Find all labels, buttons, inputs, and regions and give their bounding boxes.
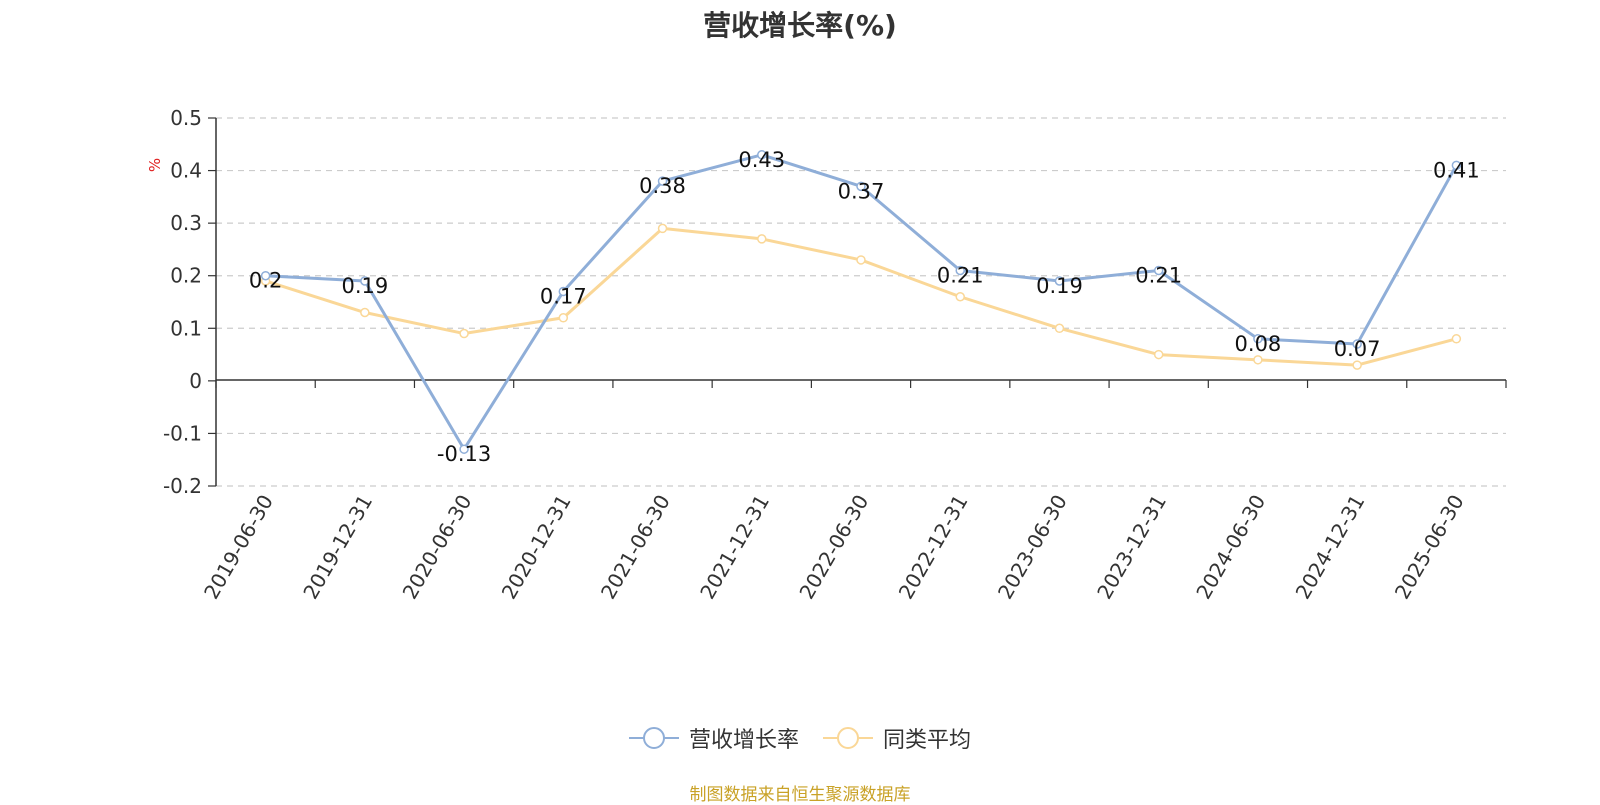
legend-label-peer-average: 同类平均: [883, 728, 972, 753]
legend: 营收增长率 同类平均: [0, 722, 1600, 754]
chart-title: 营收增长率(%): [703, 9, 897, 42]
y-tick-label: -0.2: [163, 474, 202, 498]
data-label: 0.2: [249, 269, 282, 293]
series-0-point: [1352, 339, 1362, 349]
x-tick-label: 2022-12-31: [894, 490, 973, 603]
x-tick-label: 2024-06-30: [1191, 491, 1270, 604]
y-tick-label: 0: [189, 369, 202, 393]
series-1-point: [1054, 323, 1065, 334]
x-tick-label: 2021-06-30: [596, 491, 675, 604]
y-tick-label: 0.3: [170, 211, 202, 235]
data-label: 0.41: [1433, 158, 1480, 182]
series-0-point: [1054, 276, 1065, 286]
series-lines: [260, 150, 1462, 454]
series-1-point: [757, 234, 767, 244]
data-labels: 0.2 0.19 -0.13 0.17 0.38 0.43 0.37 0.21 0.19 0.21…: [249, 148, 1480, 466]
series-0-point: [757, 150, 767, 160]
legend-item-peer-average[interactable]: 同类平均: [823, 722, 971, 754]
x-tick-label: 2025-06-30: [1390, 491, 1469, 604]
legend-item-revenue-growth[interactable]: 营收增长率: [628, 722, 799, 754]
data-label: 0.21: [937, 263, 984, 287]
x-tick-label: 2023-06-30: [993, 491, 1072, 604]
series-1-point: [1253, 355, 1263, 365]
y-tick-label: 0.5: [170, 106, 202, 130]
series-1-point: [856, 255, 866, 265]
series-0-point: [1253, 334, 1263, 344]
data-label: -0.13: [437, 442, 491, 466]
legend-marker-peer-average: [823, 727, 873, 749]
data-label: 0.43: [738, 148, 785, 172]
series-0-point: [1451, 160, 1462, 171]
y-tick-label: 0.4: [170, 159, 202, 183]
series-0-point: [955, 265, 965, 276]
legend-marker-revenue-growth: [628, 727, 679, 749]
y-tick-label: 0.2: [170, 264, 202, 288]
axes: -0.2 -0.1 0 0.1 0.2 0.3 0.4 0.5 2019-06-30 2019-1…: [163, 106, 1507, 604]
series-0-point: [360, 276, 370, 286]
series-0-point: [856, 181, 866, 192]
legend-label-revenue-growth: 营收增长率: [688, 728, 799, 753]
x-tick-label: 2020-12-31: [497, 491, 576, 604]
data-label: 0.19: [341, 274, 388, 298]
series-0-point: [558, 286, 569, 297]
data-label: 0.08: [1235, 332, 1282, 356]
y-tick-label: -0.1: [163, 421, 202, 445]
series-0-point: [1153, 265, 1164, 276]
series-1-point: [1451, 334, 1462, 344]
data-label: 0.19: [1036, 274, 1083, 298]
series-0-point: [657, 176, 668, 186]
data-label: 0.21: [1135, 263, 1182, 287]
series-1-point: [360, 307, 370, 318]
line-chart: -0.2 -0.1 0 0.1 0.2 0.3 0.4 0.5 2019-06-30 2019-1…: [146, 106, 1507, 604]
x-tick-label: 2021-12-31: [695, 491, 774, 604]
y-tick-label: 0.1: [170, 316, 202, 340]
series-1-point: [459, 328, 469, 339]
data-label: 0.07: [1334, 337, 1381, 361]
y-axis-label: %: [146, 158, 164, 172]
x-tick-label: 2023-12-31: [1092, 491, 1171, 604]
data-label: 0.17: [540, 284, 587, 308]
series-1-point: [558, 313, 569, 323]
series-0-point: [459, 444, 469, 454]
x-tick-label: 2022-06-30: [794, 491, 873, 604]
source-note: 制图数据来自恒生聚源数据库: [689, 785, 911, 805]
data-label: 0.37: [838, 179, 885, 203]
series-0-point: [260, 270, 271, 281]
grid-lines: [216, 117, 1506, 487]
data-label: 0.38: [639, 174, 686, 198]
x-tick-label: 2024-12-31: [1291, 491, 1370, 604]
x-tick-label: 2020-06-30: [398, 490, 477, 603]
series-1-point: [657, 223, 668, 234]
x-tick-label: 2019-12-31: [298, 491, 377, 604]
series-1-point: [955, 291, 965, 302]
series-1-point: [1352, 360, 1362, 370]
series-1-point: [1153, 349, 1164, 360]
x-tick-label: 2019-06-30: [199, 491, 278, 604]
